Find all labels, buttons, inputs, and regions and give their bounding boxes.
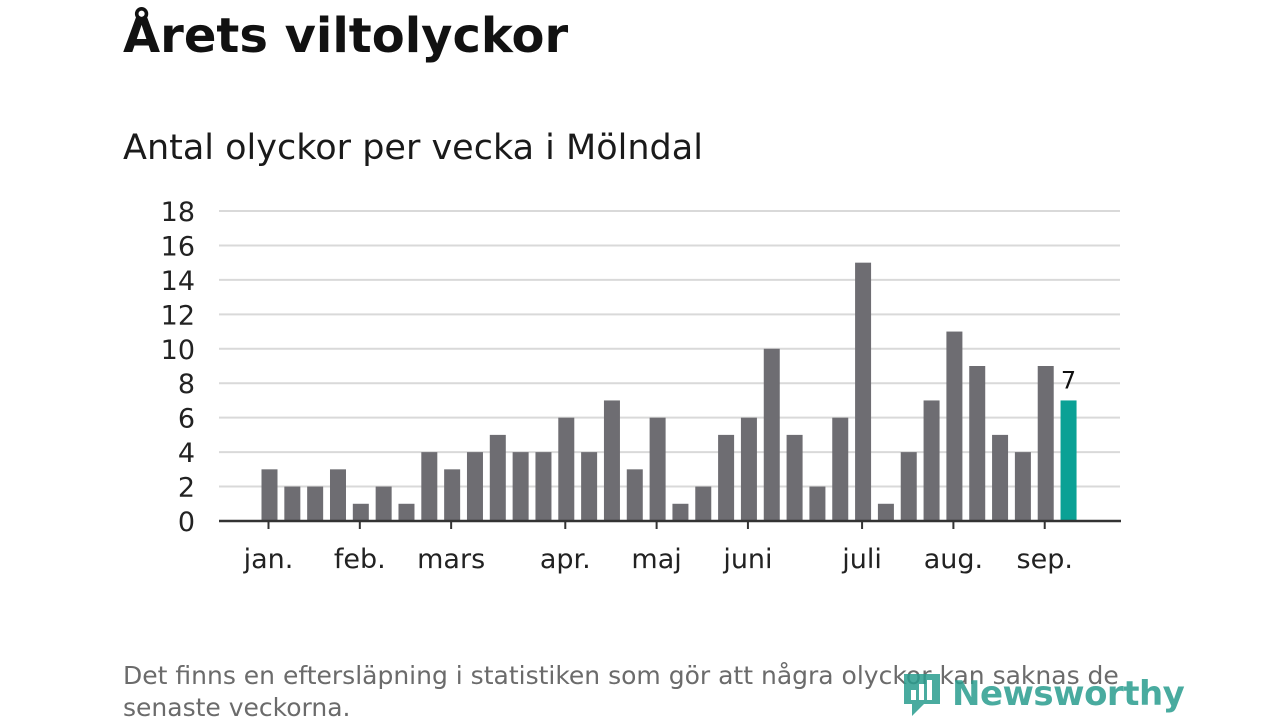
bar: [512, 452, 529, 521]
x-tick-label: sep.: [1017, 544, 1073, 575]
bar: [855, 262, 872, 521]
x-tick-label: feb.: [334, 544, 386, 575]
bar: [900, 452, 917, 521]
newsworthy-logo-icon: [904, 674, 940, 716]
bar: [718, 434, 735, 521]
y-tick-label: 0: [178, 507, 195, 538]
bar: [284, 486, 301, 521]
footnote: Det finns en eftersläpning i statistiken…: [123, 661, 1119, 720]
bar: [809, 486, 826, 521]
bar: [466, 452, 483, 521]
y-tick-label: 4: [178, 438, 195, 469]
y-tick-label: 14: [161, 266, 195, 297]
bar: [740, 417, 757, 521]
bar: [1037, 366, 1054, 521]
bar: [444, 469, 461, 521]
y-tick-label: 6: [178, 404, 195, 435]
bar: [375, 486, 392, 521]
y-tick-label: 12: [161, 300, 195, 331]
bar: [946, 331, 963, 521]
bar: [535, 452, 552, 521]
bar: [398, 503, 415, 521]
bar: [489, 434, 506, 521]
y-tick-label: 2: [178, 473, 195, 504]
bar: [649, 417, 666, 521]
x-tick-label: juni: [722, 544, 772, 575]
bar: [877, 503, 894, 521]
x-tick-label: jan.: [243, 544, 294, 575]
bar: [786, 434, 803, 521]
bar: [603, 400, 620, 521]
x-tick-label: juli: [841, 544, 882, 575]
bar: [763, 348, 780, 521]
chart-subtitle: Antal olyckor per vecka i Mölndal: [123, 128, 703, 168]
bar: [329, 469, 346, 521]
bar: [832, 417, 849, 521]
x-tick-label: apr.: [540, 544, 591, 575]
y-tick-label: 10: [161, 335, 195, 366]
bar: [695, 486, 712, 521]
bar: [307, 486, 324, 521]
y-tick-label: 8: [178, 369, 195, 400]
bar: [1014, 452, 1031, 521]
data-label: 7: [1061, 366, 1076, 394]
bar: [923, 400, 940, 521]
newsworthy-logo: Newsworthy: [900, 668, 1185, 720]
bar-highlight: [1060, 400, 1077, 521]
bar: [969, 366, 986, 521]
x-tick-label: maj: [631, 544, 681, 575]
chart-title: Årets viltolyckor: [123, 8, 569, 64]
newsworthy-logo-text: Newsworthy: [952, 674, 1185, 714]
bar: [261, 469, 278, 521]
y-tick-label: 18: [161, 197, 195, 228]
x-tick-label: aug.: [924, 544, 983, 575]
x-tick-label: mars: [417, 544, 485, 575]
bar: [421, 452, 438, 521]
bar: [672, 503, 689, 521]
bar: [558, 417, 575, 521]
bar: [352, 503, 369, 521]
bar: [581, 452, 598, 521]
y-tick-label: 16: [161, 231, 195, 262]
bar: [992, 434, 1009, 521]
bar: [626, 469, 643, 521]
